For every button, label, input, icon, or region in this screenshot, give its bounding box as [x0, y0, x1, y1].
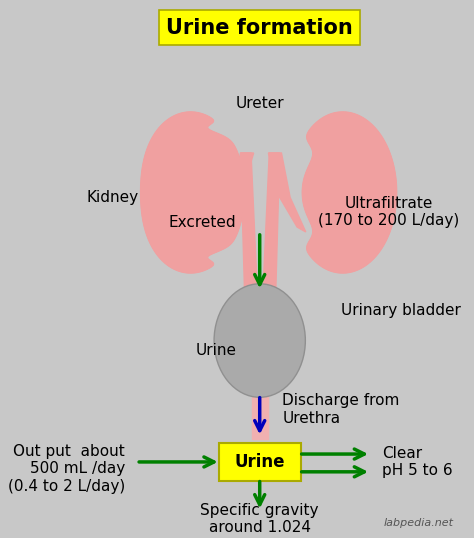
Polygon shape: [241, 153, 258, 306]
Polygon shape: [268, 153, 306, 232]
Ellipse shape: [214, 284, 305, 397]
Text: Excreted: Excreted: [169, 215, 236, 230]
Polygon shape: [252, 395, 267, 439]
Text: Out put  about
500 mL /day
(0.4 to 2 L/day): Out put about 500 mL /day (0.4 to 2 L/da…: [8, 444, 125, 494]
Text: Specific gravity
around 1.024: Specific gravity around 1.024: [201, 503, 319, 535]
Text: Ureter: Ureter: [236, 96, 284, 111]
Text: labpedia.net: labpedia.net: [383, 518, 454, 528]
Text: Ultrafiltrate
(170 to 200 L/day): Ultrafiltrate (170 to 200 L/day): [318, 196, 459, 229]
Text: Urine: Urine: [235, 453, 285, 471]
Polygon shape: [302, 112, 397, 273]
Polygon shape: [215, 153, 254, 232]
Polygon shape: [262, 153, 280, 306]
Text: Kidney: Kidney: [87, 190, 139, 205]
Text: Clear
pH 5 to 6: Clear pH 5 to 6: [382, 446, 453, 478]
Polygon shape: [141, 112, 245, 273]
Text: Urinary bladder: Urinary bladder: [340, 303, 460, 318]
Text: Discharge from
Urethra: Discharge from Urethra: [283, 393, 400, 426]
Text: Urine formation: Urine formation: [166, 18, 353, 38]
FancyBboxPatch shape: [219, 443, 301, 480]
Text: Urine: Urine: [195, 343, 236, 358]
